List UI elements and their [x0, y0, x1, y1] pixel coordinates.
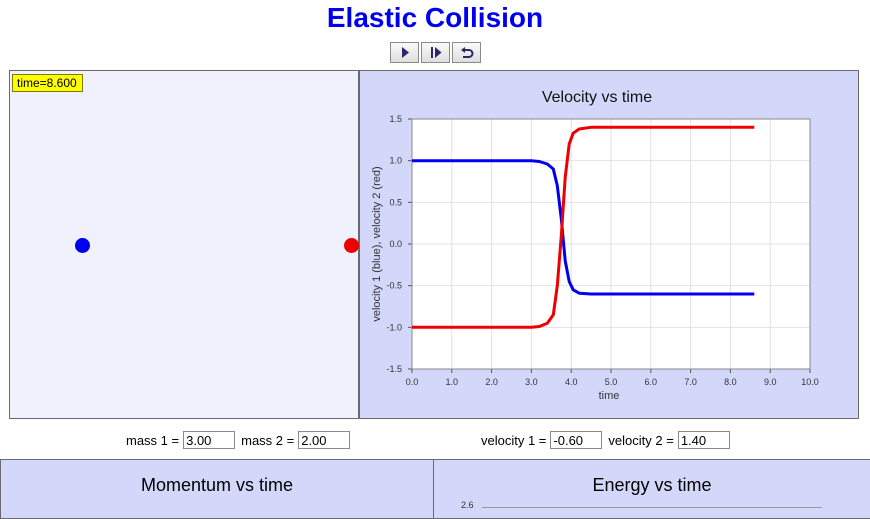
ball-2[interactable] [344, 238, 359, 253]
x-tick-label: 8.0 [724, 377, 737, 387]
velocity-inputs: velocity 1 = velocity 2 = [481, 431, 736, 449]
momentum-chart-panel: Momentum vs time [0, 459, 434, 519]
y-tick-label: 1.0 [389, 156, 402, 166]
x-tick-label: 4.0 [565, 377, 578, 387]
step-forward-icon [430, 47, 441, 58]
y-tick-label: -1.5 [386, 364, 402, 374]
y-tick-label: -1.0 [386, 322, 402, 332]
x-tick-label: 1.0 [446, 377, 459, 387]
playback-controls [388, 42, 481, 64]
x-tick-label: 10.0 [801, 377, 819, 387]
momentum-chart-title: Momentum vs time [140, 475, 294, 495]
x-tick-label: 2.0 [485, 377, 498, 387]
x-tick-label: 5.0 [605, 377, 618, 387]
play-button[interactable] [390, 42, 419, 63]
chart-title: Velocity vs time [542, 89, 652, 106]
x-tick-label: 0.0 [406, 377, 419, 387]
page-title: Elastic Collision [326, 2, 544, 33]
velocity2-label: velocity 2 = [608, 432, 674, 448]
mass2-label: mass 2 = [241, 432, 295, 448]
reset-icon [460, 47, 473, 58]
x-tick-label: 9.0 [764, 377, 777, 387]
time-readout: time=8.600 [12, 74, 83, 92]
mass1-field[interactable] [183, 431, 236, 449]
x-tick-label: 6.0 [645, 377, 658, 387]
y-tick-label: 0.5 [389, 197, 402, 207]
y-tick-label: -0.5 [386, 281, 402, 291]
velocity-chart-panel: 0.0 1.0 2.0 3.0 4.0 5.0 6.0 7.0 8.0 9.0 10.0 1.5 1.0… [359, 70, 859, 419]
reset-button[interactable] [452, 42, 481, 63]
y-axis-label: velocity 1 (blue), velocity 2 (red) [371, 166, 383, 321]
velocity1-label: velocity 1 = [481, 432, 547, 448]
energy-plot-top-edge [482, 507, 822, 508]
step-forward-button[interactable] [421, 42, 450, 63]
y-tick-label: 0.0 [389, 239, 402, 249]
x-tick-label: 3.0 [525, 377, 538, 387]
velocity1-field[interactable] [550, 431, 603, 449]
simulation-view: time=8.600 [9, 70, 359, 419]
plot-border [411, 118, 811, 370]
velocity-chart: 0.0 1.0 2.0 3.0 4.0 5.0 6.0 7.0 8.0 9.0 10.0 1.5 1.0… [371, 89, 819, 402]
mass-inputs: mass 1 = mass 2 = [126, 431, 356, 449]
energy-y-tick: 2.6 [461, 500, 474, 510]
x-axis-label: time [599, 390, 620, 402]
mass1-label: mass 1 = [126, 432, 180, 448]
energy-chart-panel: Energy vs time 2.6 [433, 459, 870, 519]
x-tick-label: 7.0 [684, 377, 697, 387]
velocity2-field[interactable] [677, 431, 730, 449]
play-icon [401, 47, 409, 58]
ball-1[interactable] [75, 238, 90, 253]
y-tick-label: 1.5 [389, 114, 402, 124]
velocity-series-2-line [412, 125, 755, 329]
mass2-field[interactable] [298, 431, 351, 449]
energy-chart-title: Energy vs time [592, 475, 712, 495]
